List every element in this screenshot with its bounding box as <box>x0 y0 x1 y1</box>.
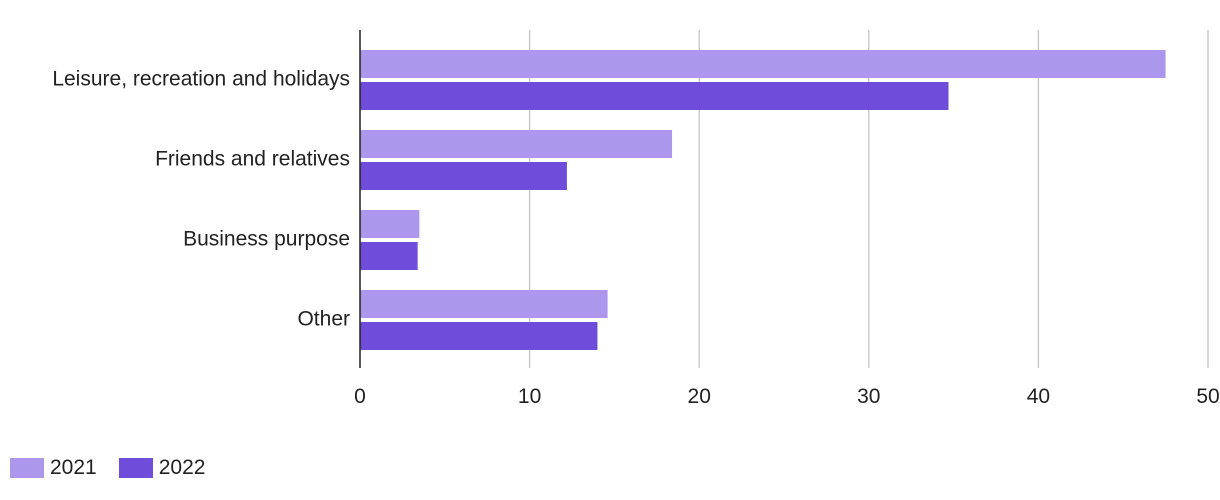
bar-2022-3 <box>360 322 598 350</box>
bar-2021-0 <box>360 50 1166 78</box>
x-tick-label-20: 20 <box>688 385 711 408</box>
gridlines <box>528 30 1209 368</box>
x-tick-label-30: 30 <box>857 385 880 408</box>
x-tick-label-0: 0 <box>354 385 366 408</box>
bar-2022-0 <box>360 82 949 110</box>
bars <box>360 50 1166 350</box>
category-label-1: Friends and relatives <box>155 148 350 171</box>
bar-2021-3 <box>360 290 608 318</box>
labels: 0 10 20 30 40 50 Leisure, recreation and holid… <box>52 68 1219 408</box>
legend-item-2022[interactable]: 2022 <box>118 456 206 480</box>
legend-label-2021: 2021 <box>50 456 97 479</box>
bar-chart: 0 10 20 30 40 50 Leisure, recreation and holid… <box>52 30 1220 408</box>
legend-label-2022: 2022 <box>158 456 206 479</box>
category-label-0: Leisure, recreation and holidays <box>52 68 350 91</box>
x-tick-label-50: 50 <box>1196 385 1219 408</box>
legend-swatch-2022 <box>118 458 153 478</box>
legend: 2021 2022 <box>10 452 205 484</box>
bar-2022-2 <box>360 242 418 270</box>
legend-swatch-2021 <box>10 458 44 478</box>
x-tick-label-10: 10 <box>518 385 541 408</box>
bar-2021-2 <box>360 210 420 238</box>
category-label-3: Other <box>297 308 350 331</box>
chart-canvas: 0 10 20 30 40 50 Leisure, recreation and holid… <box>52 30 1220 408</box>
category-label-2: Business purpose <box>183 228 350 251</box>
x-tick-label-40: 40 <box>1027 385 1050 408</box>
bar-2022-1 <box>360 162 567 190</box>
legend-item-2021[interactable]: 2021 <box>10 456 97 480</box>
bar-2021-1 <box>360 130 673 158</box>
